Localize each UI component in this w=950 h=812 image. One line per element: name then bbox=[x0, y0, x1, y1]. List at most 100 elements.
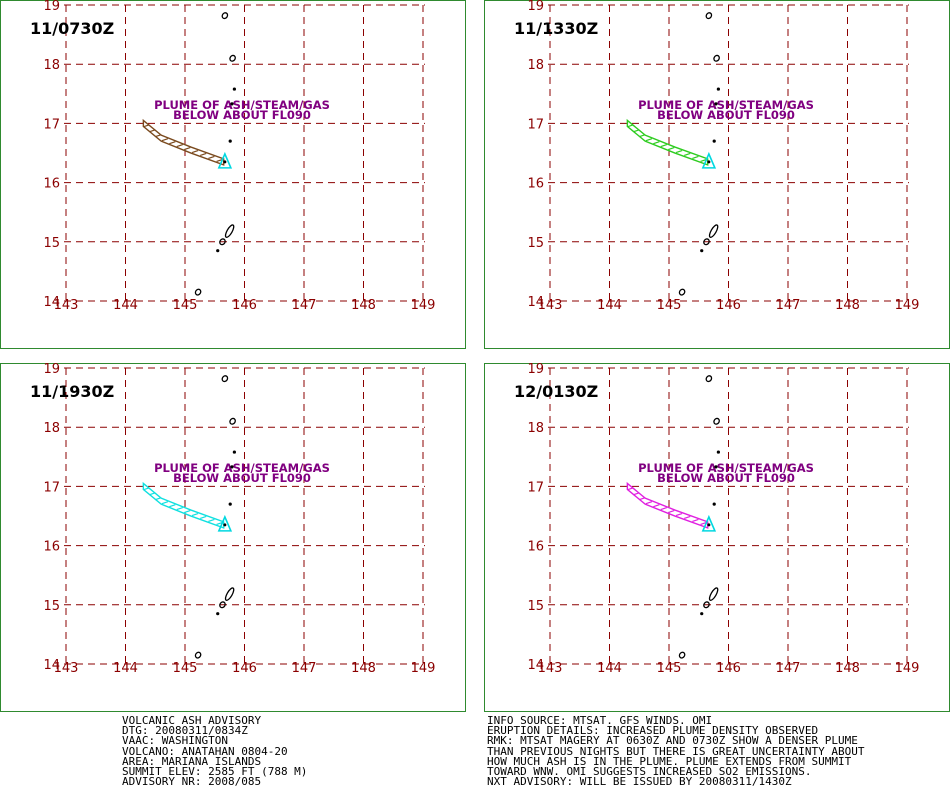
plume-hatch bbox=[675, 149, 683, 154]
longitude-label: 143 bbox=[538, 661, 563, 676]
plume-hatch bbox=[200, 515, 207, 520]
graticule bbox=[548, 367, 909, 666]
latitude-label: 18 bbox=[43, 421, 60, 436]
island bbox=[705, 375, 713, 383]
latitude-label: 19 bbox=[527, 0, 544, 14]
advisory-line: NXT ADVISORY: WILL BE ISSUED BY 20080311… bbox=[487, 775, 792, 789]
latitude-label: 16 bbox=[43, 177, 60, 192]
longitude-label: 146 bbox=[232, 298, 257, 313]
plume-hatch bbox=[633, 492, 640, 496]
plume-hatch bbox=[169, 504, 176, 508]
plume-description-label: PLUME OF ASH/STEAM/GAS bbox=[638, 461, 814, 475]
plume-hatch bbox=[176, 507, 183, 511]
plume-hatch bbox=[668, 146, 675, 151]
plume-hatch bbox=[627, 124, 634, 128]
plume-hatch bbox=[184, 146, 191, 151]
longitude-label: 143 bbox=[538, 298, 563, 313]
plume-hatch bbox=[161, 138, 169, 142]
island bbox=[714, 102, 718, 106]
ash-plume bbox=[142, 481, 225, 529]
longitude-label: 149 bbox=[895, 298, 920, 313]
latitude-label: 16 bbox=[527, 177, 544, 192]
plume-hatch bbox=[627, 487, 634, 491]
island bbox=[678, 288, 686, 296]
longitude-label: 147 bbox=[776, 298, 801, 313]
latitude-label: 18 bbox=[527, 421, 544, 436]
longitude-label: 145 bbox=[173, 298, 198, 313]
panel-frame bbox=[0, 0, 466, 349]
advisory-details-right: INFO SOURCE: MTSAT. GFS WINDS. OMI ERUPTI… bbox=[487, 714, 865, 789]
advisory-line: ADVISORY NR: 2008/085 bbox=[122, 775, 262, 789]
plume-hatch bbox=[639, 134, 646, 138]
panel-frame bbox=[484, 0, 950, 349]
plume-hatch bbox=[191, 512, 199, 517]
longitude-label: 143 bbox=[54, 298, 79, 313]
island bbox=[713, 54, 720, 62]
plume-description-label: BELOW ABOUT FL090 bbox=[657, 471, 795, 485]
plume-hatch bbox=[692, 155, 699, 160]
latitude-label: 17 bbox=[527, 117, 544, 132]
latitude-label: 14 bbox=[43, 658, 60, 673]
advisory-line: AREA: MARIANA ISLANDS bbox=[122, 754, 262, 768]
longitude-label: 145 bbox=[173, 661, 198, 676]
volcano-triangle-icon bbox=[701, 514, 717, 532]
island bbox=[714, 465, 718, 469]
island bbox=[712, 502, 716, 506]
island bbox=[705, 12, 713, 20]
latitude-label: 17 bbox=[43, 480, 60, 495]
longitude-label: 146 bbox=[716, 661, 741, 676]
longitude-label: 147 bbox=[776, 661, 801, 676]
plume-hatch bbox=[639, 497, 646, 501]
advisory-line: INFO SOURCE: MTSAT. GFS WINDS. OMI bbox=[487, 714, 713, 727]
plume-hatch bbox=[692, 518, 699, 523]
plume-hatch bbox=[653, 504, 660, 508]
latitude-label: 19 bbox=[43, 362, 60, 377]
plume-hatch bbox=[684, 152, 691, 157]
island bbox=[216, 249, 220, 253]
graticule bbox=[64, 4, 425, 303]
latitude-label: 15 bbox=[527, 599, 544, 614]
advisory-line: TOWARD WNW. OMI SUGGESTS INCREASED SO2 E… bbox=[487, 764, 812, 778]
island bbox=[703, 601, 710, 609]
forecast-time-label: 11/1930Z bbox=[30, 382, 114, 401]
advisory-line: VOLCANIC ASH ADVISORY bbox=[122, 714, 262, 727]
plume-hatch bbox=[660, 507, 667, 511]
island bbox=[228, 502, 232, 506]
ash-plume bbox=[626, 118, 709, 166]
advisory-details-left: VOLCANIC ASH ADVISORY DTG: 20080311/0834Z… bbox=[122, 714, 307, 789]
plume-hatch bbox=[208, 155, 215, 160]
plume-hatch bbox=[675, 512, 683, 517]
advisory-line: ERUPTION DETAILS: INCREASED PLUME DENSIT… bbox=[487, 724, 819, 738]
latitude-label: 16 bbox=[43, 540, 60, 555]
forecast-time-label: 11/1330Z bbox=[514, 19, 598, 38]
island bbox=[700, 612, 704, 616]
plume-hatch bbox=[169, 141, 176, 145]
plume-hatch bbox=[645, 501, 653, 505]
island bbox=[232, 450, 236, 454]
plume-description-label: BELOW ABOUT FL090 bbox=[173, 471, 311, 485]
volcano-triangle-icon bbox=[701, 151, 717, 169]
graticule bbox=[548, 4, 909, 303]
island bbox=[194, 651, 202, 659]
island bbox=[216, 612, 220, 616]
plume-hatch bbox=[633, 129, 640, 133]
island bbox=[221, 12, 229, 20]
latitude-label: 15 bbox=[43, 599, 60, 614]
longitude-label: 144 bbox=[597, 661, 622, 676]
longitude-label: 148 bbox=[351, 661, 376, 676]
latitude-label: 15 bbox=[527, 236, 544, 251]
plume-description-label: BELOW ABOUT FL090 bbox=[173, 108, 311, 122]
island bbox=[230, 465, 234, 469]
plume-hatch bbox=[161, 501, 169, 505]
volcano-summit bbox=[707, 160, 711, 164]
island bbox=[712, 139, 716, 143]
mariana-islands bbox=[678, 375, 720, 659]
latitude-label: 16 bbox=[527, 540, 544, 555]
longitude-label: 147 bbox=[292, 661, 317, 676]
longitude-label: 146 bbox=[716, 298, 741, 313]
volcano-summit bbox=[223, 523, 227, 527]
island bbox=[230, 102, 234, 106]
advisory-line: VOLCANO: ANATAHAN 0804-20 bbox=[122, 744, 288, 758]
